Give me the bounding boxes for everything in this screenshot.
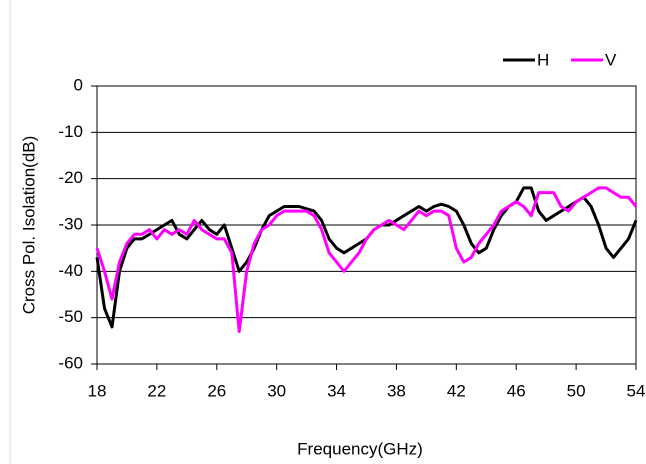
- x-tick-label: 42: [447, 381, 466, 400]
- x-tick-label: 50: [567, 381, 586, 400]
- legend-label: V: [605, 50, 617, 69]
- y-tick-label: -40: [58, 261, 83, 280]
- y-tick-label: -60: [58, 353, 83, 372]
- y-tick-label: 0: [74, 75, 83, 94]
- x-tick-label: 22: [147, 381, 166, 400]
- x-axis-title: Frequency(GHz): [297, 439, 423, 458]
- legend-label: H: [537, 50, 549, 69]
- x-tick-label: 54: [627, 381, 646, 400]
- x-tick-label: 34: [327, 381, 346, 400]
- x-tick-label: 38: [387, 381, 406, 400]
- x-tick-label: 30: [267, 381, 286, 400]
- x-tick-label: 18: [88, 381, 107, 400]
- series-line: [95, 186, 638, 334]
- series-line: [95, 186, 638, 329]
- y-tick-label: -20: [58, 168, 83, 187]
- y-tick-label: -10: [58, 122, 83, 141]
- y-axis-title: Cross Pol. Isolation(dB): [19, 136, 38, 315]
- x-tick-label: 46: [507, 381, 526, 400]
- y-tick-label: -30: [58, 214, 83, 233]
- x-tick-label: 26: [207, 381, 226, 400]
- y-tick-label: -50: [58, 307, 83, 326]
